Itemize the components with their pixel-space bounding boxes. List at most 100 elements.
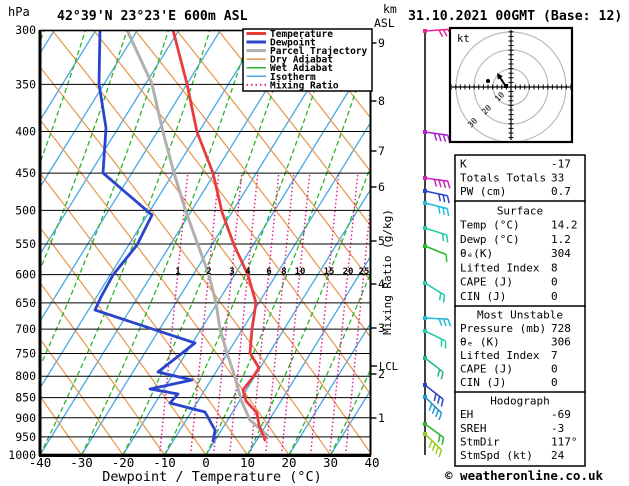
info-section-title-1: Surface (497, 204, 543, 217)
plot-frame (39, 29, 372, 456)
pressure-tick-label-600: 600 (15, 268, 36, 282)
isotherm-line (41, 31, 97, 120)
dry-adiabat-line (41, 283, 165, 454)
wind-barb-tick (437, 396, 441, 404)
info-section-box-1 (454, 200, 586, 308)
wind-barb-tick (438, 449, 443, 458)
wet-adiabat-line (41, 31, 169, 366)
lcl-label: LCL (379, 361, 398, 373)
legend-box (242, 28, 373, 92)
info-row-value-0-2: 0.7 (551, 185, 571, 198)
dry-adiabat-line (41, 396, 82, 454)
wind-barb-tick (437, 369, 441, 377)
pressure-tick-label-300: 300 (15, 23, 36, 37)
temp-tick-label-10: 10 (240, 455, 255, 470)
info-row-value-2-3: 0 (551, 363, 558, 376)
mixing-ratio-value-25: 25 (359, 267, 370, 277)
km-tick-label-1: 1 (378, 411, 385, 425)
pressure-tick-label-700: 700 (15, 322, 36, 336)
info-section-box-2 (454, 305, 586, 394)
km-tick-label-4: 4 (378, 277, 385, 291)
info-row-label-3-1: SREH (460, 422, 487, 435)
km-tick-label-8: 8 (378, 94, 385, 108)
wind-barb-staff (424, 131, 448, 136)
pressure-tick-label-750: 750 (15, 346, 36, 360)
wind-barb-tick (428, 440, 433, 448)
mixing-ratio-value-8: 8 (281, 267, 286, 277)
dry-adiabat-line (301, 31, 370, 119)
wind-barb-tick (442, 207, 446, 215)
temp-tick-label-0: 0 (202, 455, 210, 470)
isotherm-line (41, 31, 138, 187)
mixing-ratio-value-4: 4 (245, 267, 251, 277)
mixing-ratio-line (249, 172, 280, 454)
info-row-label-0-0: K (460, 158, 467, 171)
wet-adiabat-line (247, 166, 370, 454)
mixing-ratio-value-10: 10 (295, 267, 306, 277)
legend-label-5: Isotherm (270, 72, 316, 83)
mixing-ratio-value-3: 3 (229, 267, 234, 277)
info-row-label-1-3: Lifted Index (460, 261, 540, 274)
wind-barb-tick (437, 434, 441, 443)
wet-adiabat-line (580, 30, 629, 455)
legend-label-4: Wet Adiabat (270, 63, 333, 74)
wind-barb-tick (435, 446, 440, 455)
wind-barb-column (423, 28, 453, 458)
dry-adiabat-line (218, 31, 370, 226)
wind-barb-base-dot (423, 422, 427, 426)
wind-barb-staff (424, 317, 449, 321)
info-section-title-3: Hodograph (490, 395, 550, 408)
wind-barb-tick (431, 406, 436, 415)
wind-barb-base-dot (423, 201, 427, 205)
info-row-label-2-4: CIN (J) (460, 376, 506, 389)
wind-barb-staff (424, 227, 448, 236)
info-section-box-0 (454, 154, 586, 203)
isotherm-line (205, 189, 370, 454)
km-tick-label-9: 9 (378, 36, 385, 50)
wind-barb-staff (424, 245, 447, 256)
legend-label-6: Mixing Ratio (270, 80, 339, 91)
dry-adiabat-line (592, 30, 629, 455)
legend-label-3: Dry Adiabat (270, 55, 333, 66)
info-row-value-1-1: 1.2 (551, 233, 571, 246)
pressure-tick-label-850: 850 (15, 391, 36, 405)
temp-tick-label--10: -10 (153, 455, 176, 470)
copyright: © weatheronline.co.uk (445, 468, 604, 483)
pressure-tick-label-450: 450 (15, 166, 36, 180)
mixing-ratio-value-2: 2 (206, 267, 211, 277)
mixing-ratio-value-labels: 1 2 3 4 6 8 10 15 20 25 (175, 267, 369, 277)
wind-barb-base-dot (423, 383, 427, 387)
hodograph-arrow-head (497, 73, 503, 80)
km-tick-label-5: 5 (378, 234, 385, 248)
plot-border (38, 29, 372, 457)
info-row-label-2-0: Pressure (mb) (460, 322, 546, 335)
mixing-ratio-line (228, 172, 259, 454)
info-row-value-1-0: 14.2 (551, 219, 578, 232)
isotherm-line (0, 30, 13, 455)
wind-barb-base-dot (423, 29, 427, 33)
wind-barb-base-dot (423, 316, 427, 320)
wind-barb-base-dot (423, 281, 427, 285)
mixing-ratio-line (309, 172, 340, 454)
info-section-box-3 (454, 391, 586, 467)
wind-barb-tick (438, 179, 442, 188)
pressure-tick-label-500: 500 (15, 203, 36, 217)
wind-barb-base-dot (423, 176, 427, 180)
wind-barb-tick (438, 133, 442, 142)
wind-barb-tick (438, 318, 443, 326)
info-row-label-1-4: CAPE (J) (460, 276, 513, 289)
wind-barb-tick (446, 208, 450, 217)
wind-barb-tick (442, 194, 446, 203)
dry-adiabat-line (41, 120, 290, 454)
dry-adiabat-line (135, 31, 370, 338)
pressure-gridlines (41, 83, 370, 438)
info-row-value-3-3: 24 (551, 449, 565, 462)
wet-adiabat-line (122, 31, 294, 454)
wind-barb-tick (446, 235, 449, 243)
temp-tick-label-30: 30 (323, 455, 338, 470)
info-row-value-3-2: 117° (551, 435, 578, 448)
legend-label-1: Dewpoint (270, 38, 316, 49)
wind-barb-tick (438, 29, 444, 37)
